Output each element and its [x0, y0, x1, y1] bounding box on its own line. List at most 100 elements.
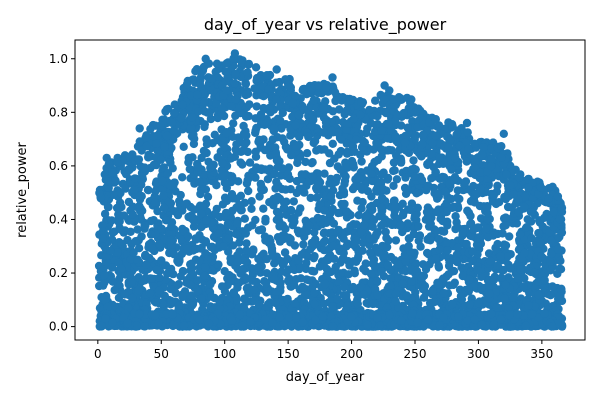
scatter-point	[330, 254, 339, 263]
scatter-point	[113, 248, 122, 257]
scatter-point	[191, 234, 200, 243]
scatter-point	[255, 300, 264, 309]
scatter-point	[434, 189, 443, 198]
scatter-point	[505, 232, 514, 241]
scatter-point	[302, 258, 311, 268]
scatter-point	[243, 68, 252, 77]
scatter-point	[441, 187, 450, 196]
scatter-point	[319, 128, 328, 137]
scatter-point	[438, 172, 447, 182]
scatter-point	[206, 242, 216, 252]
scatter-point	[449, 280, 458, 289]
scatter-point	[109, 190, 118, 199]
scatter-point	[501, 221, 510, 230]
scatter-point	[431, 254, 441, 263]
scatter-point	[103, 177, 113, 186]
scatter-point	[120, 290, 129, 299]
scatter-point	[383, 134, 393, 143]
scatter-point	[396, 156, 406, 166]
scatter-point	[524, 183, 533, 192]
scatter-point	[112, 203, 122, 213]
scatter-point	[457, 124, 466, 133]
scatter-point	[224, 234, 233, 243]
scatter-point	[278, 235, 287, 244]
scatter-point	[159, 203, 169, 213]
scatter-point	[391, 132, 400, 141]
scatter-point	[497, 142, 506, 151]
scatter-point	[145, 288, 155, 298]
scatter-point	[142, 142, 151, 151]
scatter-point	[154, 286, 164, 295]
scatter-point	[256, 179, 265, 189]
scatter-point	[489, 191, 498, 200]
scatter-point	[276, 278, 285, 287]
scatter-point	[261, 236, 270, 245]
scatter-point	[176, 272, 185, 281]
scatter-point	[252, 102, 261, 111]
scatter-point	[107, 263, 117, 272]
scatter-point	[304, 132, 313, 142]
scatter-point	[540, 213, 549, 222]
scatter-point	[401, 173, 410, 182]
scatter-point	[315, 262, 325, 271]
scatter-point	[534, 313, 543, 322]
scatter-point	[107, 216, 116, 225]
scatter-point	[96, 321, 106, 330]
scatter-point	[336, 165, 345, 174]
scatter-point	[546, 257, 555, 266]
scatter-point	[197, 153, 206, 163]
scatter-point	[241, 79, 251, 89]
scatter-point	[110, 285, 119, 295]
scatter-point	[320, 279, 330, 289]
scatter-point	[170, 108, 179, 118]
scatter-point	[501, 280, 510, 290]
scatter-point	[108, 277, 118, 286]
scatter-point	[156, 155, 166, 164]
scatter-point	[210, 130, 219, 139]
scatter-point	[358, 246, 367, 255]
scatter-point	[250, 84, 259, 93]
scatter-point	[477, 151, 487, 160]
scatter-point	[333, 227, 342, 236]
scatter-point	[340, 199, 349, 209]
scatter-point	[464, 284, 473, 294]
scatter-point	[310, 228, 319, 237]
scatter-point	[477, 283, 486, 293]
scatter-point	[265, 198, 274, 207]
scatter-point	[422, 186, 431, 195]
scatter-point	[229, 289, 239, 298]
scatter-point	[319, 103, 328, 113]
scatter-point	[401, 131, 410, 141]
scatter-point	[450, 154, 460, 163]
scatter-point	[217, 282, 227, 291]
scatter-point	[186, 260, 195, 269]
scatter-point	[465, 275, 474, 284]
scatter-point	[237, 58, 247, 67]
scatter-point	[534, 290, 543, 300]
scatter-point	[278, 134, 287, 143]
scatter-point	[134, 155, 144, 164]
scatter-points	[94, 49, 567, 331]
scatter-point	[308, 158, 317, 167]
scatter-point	[368, 299, 377, 309]
scatter-point	[212, 59, 222, 68]
scatter-point	[373, 155, 383, 165]
scatter-point	[515, 230, 525, 239]
scatter-point	[389, 158, 399, 167]
scatter-point	[167, 297, 176, 306]
scatter-point	[546, 291, 555, 300]
scatter-point	[434, 261, 443, 270]
scatter-point	[189, 215, 198, 225]
scatter-point	[127, 278, 136, 287]
scatter-point	[272, 177, 281, 187]
scatter-point	[300, 227, 309, 236]
scatter-point	[556, 285, 566, 295]
scatter-point	[378, 184, 388, 194]
scatter-point	[359, 220, 369, 230]
scatter-point	[206, 163, 215, 173]
scatter-point	[439, 227, 449, 236]
scatter-point	[185, 164, 194, 174]
scatter-point	[129, 185, 139, 194]
scatter-point	[314, 81, 323, 90]
scatter-point	[413, 203, 422, 212]
